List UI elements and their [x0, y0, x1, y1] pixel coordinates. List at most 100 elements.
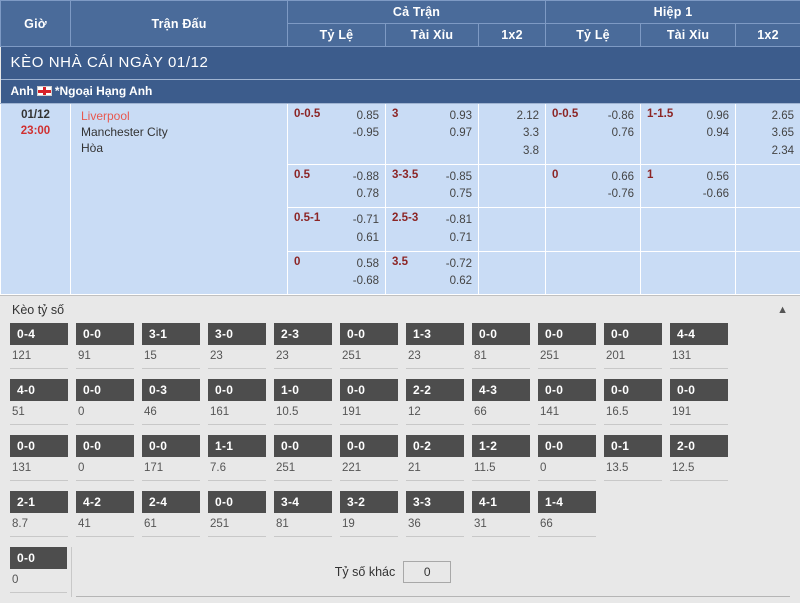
- ft-handicap-cell[interactable]: 0-0.5 0.85 -0.95: [288, 104, 386, 165]
- score-odd: 12: [406, 401, 464, 425]
- h1-handicap-cell[interactable]: 0-0.5 -0.86 0.76: [546, 104, 641, 165]
- score-odd: 7.6: [208, 457, 266, 481]
- h1-handicap-cell[interactable]: 0 0.66 -0.76: [546, 164, 641, 208]
- score-chip: 0-0: [10, 547, 67, 569]
- h1-overunder-cell[interactable]: 1-1.5 0.96 0.94: [641, 104, 736, 165]
- score-chip: 0-0: [76, 435, 134, 457]
- score-odd: 141: [538, 401, 596, 425]
- h1-overunder-odd-under: 0.94: [647, 125, 729, 142]
- ft-overunder-cell[interactable]: 2.5-3 -0.81 0.71: [386, 208, 479, 252]
- score-chip: 0-1: [604, 435, 662, 457]
- h1-overunder-line: 1-1.5: [647, 108, 673, 120]
- ft-overunder-odd-under: 0.75: [392, 186, 472, 203]
- ft-overunder-cell[interactable]: 3-3.5 -0.85 0.75: [386, 164, 479, 208]
- ft-1x2-cell: [479, 208, 546, 252]
- list-item[interactable]: 0-0 0: [6, 547, 72, 597]
- league-bar[interactable]: Anh*Ngoại Hạng Anh: [1, 80, 800, 104]
- score-chip: 2-1: [10, 491, 68, 513]
- h1-overunder-line: 1: [647, 169, 653, 181]
- other-score-label: Tỷ số khác: [335, 565, 395, 579]
- ft-handicap-cell[interactable]: 0.5 -0.88 0.78: [288, 164, 386, 208]
- h1-overunder-cell[interactable]: 1 0.56 -0.66: [641, 164, 736, 208]
- score-chip: 3-3: [406, 491, 464, 513]
- score-chip: 0-0: [340, 323, 398, 345]
- score-odd: 10.5: [274, 401, 332, 425]
- caret-up-icon[interactable]: ▲: [777, 305, 788, 316]
- h1-handicap-cell: [546, 251, 641, 295]
- h1-1x2-cell[interactable]: 2.65 3.65 2.34: [736, 104, 800, 165]
- table-header-row-top: Giờ Trận Đấu Cả Trận Hiệp 1: [1, 1, 800, 24]
- score-chip: 0-2: [406, 435, 464, 457]
- other-score-value[interactable]: 0: [403, 561, 451, 583]
- ft-handicap-cell[interactable]: 0 0.58 -0.68: [288, 251, 386, 295]
- score-odd: 23: [406, 345, 464, 369]
- score-chip: 0-3: [142, 379, 200, 401]
- score-odd: 131: [670, 345, 728, 369]
- ft-handicap-cell[interactable]: 0.5-1 -0.71 0.61: [288, 208, 386, 252]
- score-chip: 4-2: [76, 491, 134, 513]
- ft-overunder-cell[interactable]: 3 0.93 0.97: [386, 104, 479, 165]
- score-chip: 0-0: [604, 323, 662, 345]
- ft-1x2-cell[interactable]: 2.12 3.3 3.8: [479, 104, 546, 165]
- score-odd: 81: [472, 345, 530, 369]
- ft-handicap-line: 0-0.5: [294, 108, 320, 120]
- header-ft-handicap: Tỷ Lệ: [288, 24, 386, 47]
- score-chip: 2-3: [274, 323, 332, 345]
- header-h1-overunder: Tài Xỉu: [641, 24, 736, 47]
- h1-overunder-cell: [641, 208, 736, 252]
- score-chip: 0-0: [538, 435, 596, 457]
- score-chip: 4-4: [670, 323, 728, 345]
- ft-handicap-line: 0.5-1: [294, 212, 320, 224]
- home-team: Liverpool: [81, 108, 281, 124]
- correct-score-title: Kèo tỷ số: [12, 303, 64, 317]
- ft-1x2-cell: [479, 251, 546, 295]
- score-chip: 0-0: [538, 379, 596, 401]
- ft-overunder-cell[interactable]: 3.5 -0.72 0.62: [386, 251, 479, 295]
- h1-handicap-odd-away: 0.76: [552, 125, 634, 142]
- score-chip: 4-3: [472, 379, 530, 401]
